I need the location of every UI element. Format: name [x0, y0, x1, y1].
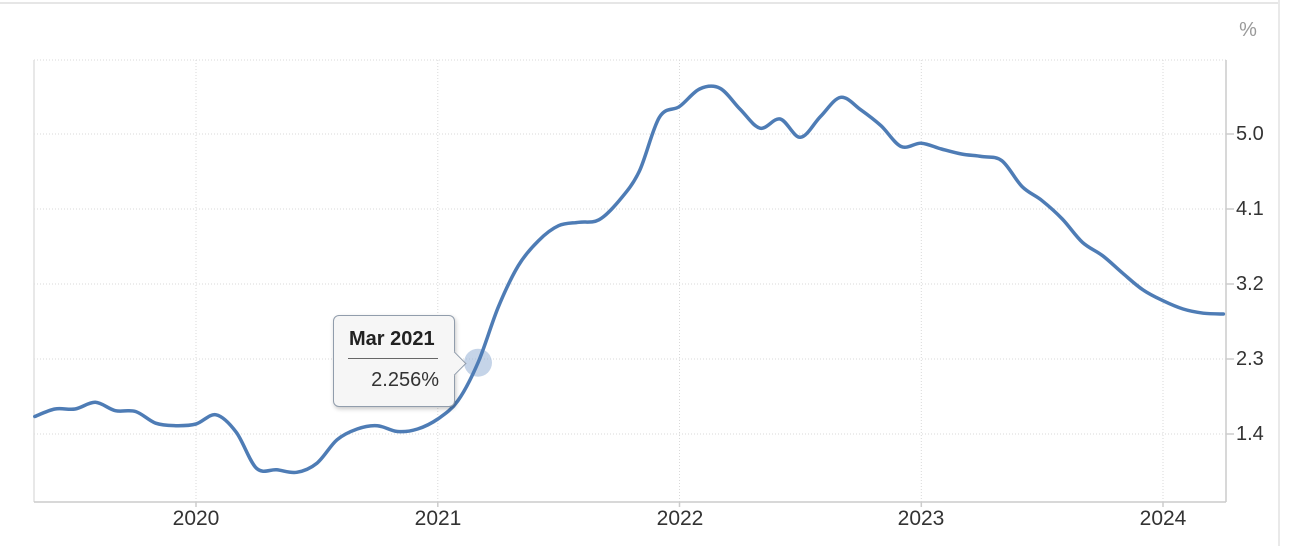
tooltip-date-label: Mar 2021	[349, 328, 435, 350]
x-axis-tick-label: 2024	[1139, 507, 1187, 530]
y-axis-tick-label: 3.2	[1236, 273, 1264, 295]
tooltip-separator	[348, 358, 438, 359]
chart-tooltip: Mar 2021 2.256%	[333, 315, 467, 407]
page-right-divider	[1278, 0, 1280, 546]
series-line	[33, 84, 1226, 475]
x-axis-tick-label: 2023	[897, 507, 945, 530]
y-axis-tick-label: 4.1	[1236, 198, 1264, 220]
page-top-divider	[0, 2, 1278, 4]
x-axis-tick-label: 2021	[414, 507, 462, 530]
tooltip-value-label: 2.256%	[371, 369, 439, 391]
x-axis-tick-label: 2022	[656, 507, 704, 530]
y-axis-tick-label: 2.3	[1236, 348, 1264, 370]
y-axis-unit-label: %	[1239, 19, 1257, 41]
y-axis-tick-label: 5.0	[1236, 123, 1264, 145]
x-axis-tick-label: 2020	[172, 507, 220, 530]
y-axis-tick-label: 1.4	[1236, 423, 1264, 445]
